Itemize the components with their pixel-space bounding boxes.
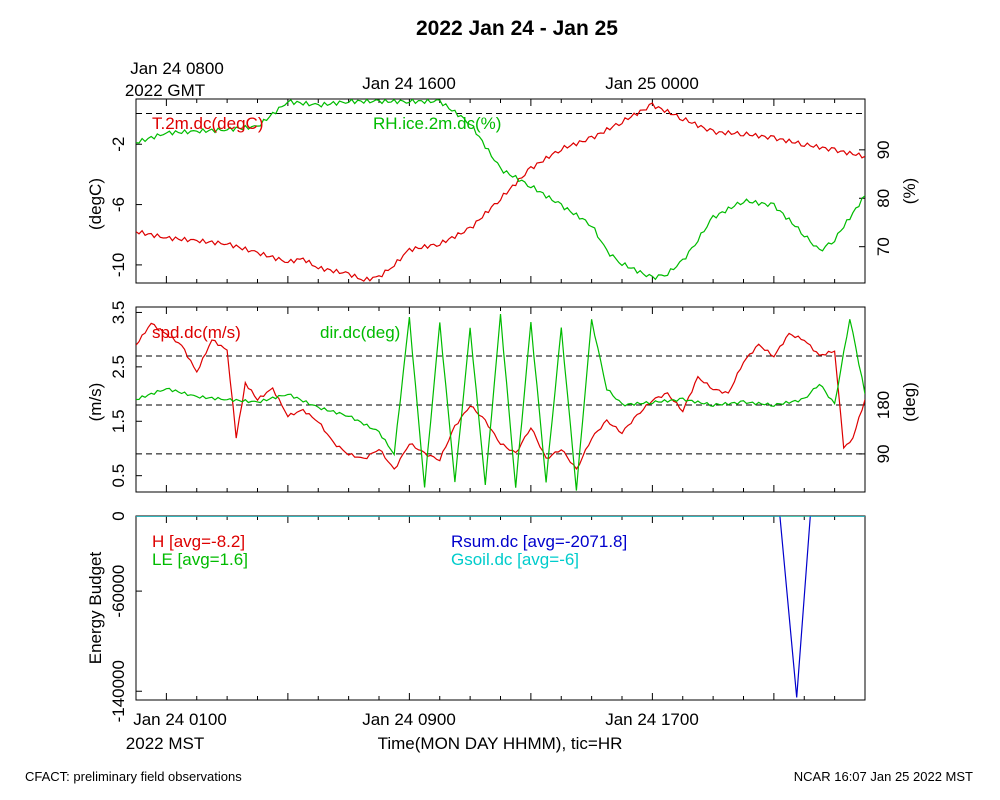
series-line [136,313,865,491]
bottom-axis-zone: 2022 MST [126,734,204,753]
ylabel-temperature: (degC) [86,178,105,230]
energy-budget-panel: 0 -60000 -140000 [109,511,866,722]
legend-wind-direction: dir.dc(deg) [320,323,400,342]
footer-right: NCAR 16:07 Jan 25 2022 MST [794,769,973,784]
series-line [136,516,865,698]
y-tick-label: 1.5 [109,409,128,433]
top-axis-label-2: Jan 25 0000 [605,74,699,93]
top-axis-origin-label: Jan 24 0800 [130,59,224,78]
top-axis-label-1: Jan 24 1600 [362,74,456,93]
y-tick-label: -10 [109,253,128,278]
y-tick-label: 3.5 [109,301,128,325]
legend-gsoil: Gsoil.dc [avg=-6] [451,550,579,569]
ylabel-wind-direction: (deg) [900,382,919,422]
x-axis-title: Time(MON DAY HHMM), tic=HR [378,734,623,753]
y-tick-label: 0 [109,511,128,520]
y-tick-label: -2 [109,137,128,152]
bottom-axis-label-3: Jan 24 1700 [605,710,699,729]
y-tick-label: -140000 [109,660,128,722]
y-tick-label-right: 90 [874,444,893,463]
y-tick-label-right: 80 [874,189,893,208]
series-line [136,322,865,470]
ylabel-energy: Energy Budget [86,551,105,664]
y-tick-label-right: 90 [874,140,893,159]
y-tick-label-right: 70 [874,237,893,256]
y-tick-label: -6 [109,197,128,212]
top-axis-origin-zone: 2022 GMT [125,81,205,100]
bottom-axis-label-1: Jan 24 0100 [133,710,227,729]
legend-h: H [avg=-8.2] [152,532,245,551]
y-tick-label: 0.5 [109,464,128,488]
legend-wind-speed: spd.dc(m/s) [152,323,241,342]
y-tick-label: 2.5 [109,355,128,379]
legend-rsum: Rsum.dc [avg=-2071.8] [451,532,627,551]
bottom-axis-label-2: Jan 24 0900 [362,710,456,729]
series-line [136,99,865,281]
ylabel-humidity: (%) [900,178,919,204]
chart-title: 2022 Jan 24 - Jan 25 [416,17,618,40]
y-tick-label: -60000 [109,565,128,618]
legend-humidity: RH.ice.2m.dc(%) [373,114,501,133]
temperature-humidity-panel: -2 -6 -10 90 80 70 [109,98,893,284]
wind-panel: 0.5 1.5 2.5 3.5 180 90 [109,301,893,493]
ylabel-wind-speed: (m/s) [86,383,105,422]
series-line [136,102,865,282]
y-tick-label-right: 180 [874,391,893,419]
footer-left: CFACT: preliminary field observations [25,769,242,784]
legend-le: LE [avg=1.6] [152,550,248,569]
legend-temperature: T.2m.dc(degC) [152,114,263,133]
